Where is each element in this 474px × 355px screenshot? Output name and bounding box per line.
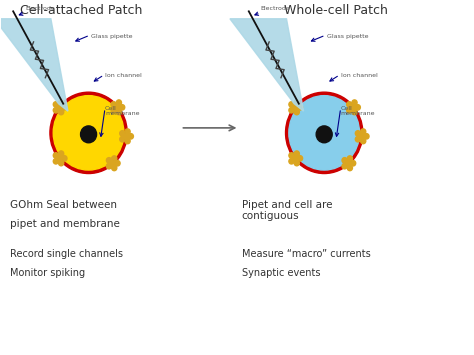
Circle shape	[112, 165, 117, 171]
Text: Ion channel: Ion channel	[341, 73, 377, 78]
Circle shape	[111, 108, 116, 113]
Text: Electrode: Electrode	[25, 6, 55, 11]
Circle shape	[347, 165, 353, 171]
Circle shape	[53, 108, 58, 113]
Circle shape	[316, 126, 332, 143]
Text: Measure “macro” currents: Measure “macro” currents	[242, 250, 371, 260]
Circle shape	[106, 163, 111, 169]
Circle shape	[297, 105, 302, 110]
Circle shape	[356, 137, 361, 142]
Circle shape	[120, 131, 125, 136]
Circle shape	[53, 153, 58, 158]
Circle shape	[59, 160, 64, 166]
Circle shape	[289, 159, 294, 164]
Circle shape	[106, 158, 111, 163]
Text: Cell
membrane: Cell membrane	[105, 105, 139, 116]
Circle shape	[294, 160, 300, 166]
Circle shape	[59, 109, 64, 115]
Circle shape	[361, 129, 366, 134]
Circle shape	[56, 104, 63, 111]
Circle shape	[285, 92, 363, 174]
Circle shape	[62, 155, 67, 161]
Circle shape	[294, 100, 300, 105]
Circle shape	[109, 160, 116, 167]
Circle shape	[123, 133, 129, 140]
Polygon shape	[230, 19, 303, 111]
Circle shape	[346, 108, 352, 113]
Circle shape	[292, 155, 299, 162]
Circle shape	[347, 156, 353, 161]
Circle shape	[53, 159, 58, 164]
Circle shape	[350, 104, 356, 111]
Text: Glass pipette: Glass pipette	[91, 34, 132, 39]
Circle shape	[342, 158, 347, 163]
Circle shape	[352, 109, 357, 115]
Circle shape	[56, 155, 63, 162]
Text: GOhm Seal between: GOhm Seal between	[10, 200, 117, 210]
Circle shape	[342, 163, 347, 169]
Text: pipet and membrane: pipet and membrane	[10, 219, 120, 229]
Text: Electrode: Electrode	[261, 6, 290, 11]
Circle shape	[297, 155, 302, 161]
Circle shape	[358, 133, 365, 140]
Text: Monitor spiking: Monitor spiking	[10, 268, 85, 278]
Circle shape	[364, 133, 369, 139]
Circle shape	[120, 137, 125, 142]
Circle shape	[115, 160, 120, 166]
Circle shape	[346, 102, 352, 107]
Circle shape	[289, 95, 359, 170]
Polygon shape	[0, 19, 68, 111]
Circle shape	[53, 95, 124, 170]
Circle shape	[81, 126, 97, 143]
Circle shape	[125, 129, 130, 134]
Circle shape	[128, 133, 133, 139]
Text: Ion channel: Ion channel	[105, 73, 142, 78]
Circle shape	[345, 160, 352, 167]
Circle shape	[62, 105, 67, 110]
Text: Pipet and cell are
contiguous: Pipet and cell are contiguous	[242, 200, 332, 222]
Circle shape	[114, 104, 121, 111]
Text: Cell
membrane: Cell membrane	[341, 105, 375, 116]
Circle shape	[125, 138, 130, 144]
Text: Glass pipette: Glass pipette	[327, 34, 368, 39]
Circle shape	[112, 156, 117, 161]
Text: Synaptic events: Synaptic events	[242, 268, 320, 278]
Circle shape	[119, 105, 125, 110]
Circle shape	[59, 100, 64, 105]
Text: Cell-attached Patch: Cell-attached Patch	[20, 4, 143, 17]
Circle shape	[294, 109, 300, 115]
Circle shape	[116, 109, 121, 115]
Text: Record single channels: Record single channels	[10, 250, 123, 260]
Circle shape	[289, 153, 294, 158]
Circle shape	[361, 138, 366, 144]
Circle shape	[50, 92, 127, 174]
Circle shape	[53, 102, 58, 107]
Circle shape	[292, 104, 299, 111]
Circle shape	[356, 131, 361, 136]
Circle shape	[59, 151, 64, 156]
Circle shape	[289, 102, 294, 107]
Circle shape	[294, 151, 300, 156]
Text: Whole-cell Patch: Whole-cell Patch	[284, 4, 388, 17]
Circle shape	[111, 102, 116, 107]
Circle shape	[355, 105, 360, 110]
Circle shape	[289, 108, 294, 113]
Circle shape	[351, 160, 356, 166]
Circle shape	[116, 100, 121, 105]
Circle shape	[352, 100, 357, 105]
